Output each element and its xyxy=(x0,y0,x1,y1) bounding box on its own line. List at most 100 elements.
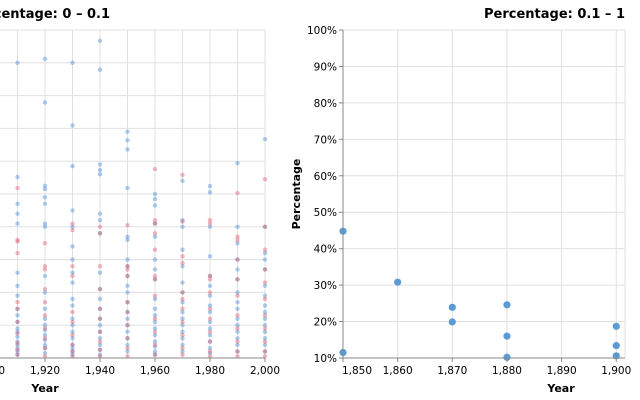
left-point-red xyxy=(152,352,158,357)
left-point-red xyxy=(42,336,48,341)
left-point-red xyxy=(235,293,240,298)
left-point-blue xyxy=(42,332,48,338)
left-point-red xyxy=(97,339,103,344)
left-point-red xyxy=(97,329,103,334)
left-point-red xyxy=(235,354,240,359)
left-point-blue xyxy=(207,190,213,195)
left-point-blue xyxy=(15,313,20,318)
left-point-blue xyxy=(235,306,240,311)
right-x-tick-label: 1,900 xyxy=(601,365,631,377)
left-point-red xyxy=(207,316,213,321)
left-point-blue xyxy=(70,123,75,128)
left-point-blue xyxy=(180,224,185,229)
left-point-blue xyxy=(125,349,130,354)
left-point-blue xyxy=(180,309,185,315)
left-point-red xyxy=(180,306,185,311)
left-point-red xyxy=(152,221,158,226)
left-point-red xyxy=(97,316,103,321)
left-point-blue xyxy=(125,323,130,328)
left-point-blue xyxy=(152,296,158,302)
left-point-blue xyxy=(42,342,48,348)
left-point-blue xyxy=(180,342,185,348)
left-point-blue xyxy=(125,237,130,243)
left-point-red xyxy=(235,190,240,196)
left-point-red xyxy=(15,306,20,311)
left-point-blue xyxy=(125,316,130,321)
right-point xyxy=(503,332,511,340)
right-y-tick-label: 100% xyxy=(307,25,337,37)
left-point-blue xyxy=(180,323,185,328)
left-point-red xyxy=(70,273,75,279)
left-point-red xyxy=(42,241,48,246)
left-point-blue xyxy=(207,303,213,308)
left-point-red xyxy=(262,224,268,229)
left-point-blue xyxy=(152,221,158,226)
left-point-red xyxy=(152,166,158,172)
left-point-blue xyxy=(15,319,20,325)
left-point-blue xyxy=(207,345,213,351)
left-point-red xyxy=(97,231,103,236)
left-point-red xyxy=(15,239,20,244)
left-x-tick-label: 1,960 xyxy=(140,365,170,377)
left-point-blue xyxy=(42,183,48,188)
left-point-blue xyxy=(42,316,48,321)
left-x-tick-label: 1,940 xyxy=(85,365,115,377)
left-point-red xyxy=(262,280,268,285)
left-point-blue xyxy=(97,329,103,334)
left-point-red xyxy=(15,250,20,256)
left-point-blue xyxy=(235,224,240,229)
left-point-red xyxy=(42,326,48,331)
left-point-red xyxy=(15,237,20,243)
right-x-tick-label: 1,890 xyxy=(547,365,577,377)
left-point-blue xyxy=(152,257,158,262)
right-y-tick-label: 40% xyxy=(314,244,337,256)
left-point-blue xyxy=(262,349,268,354)
left-point-blue xyxy=(125,263,130,269)
left-point-red xyxy=(125,273,130,279)
left-point-blue xyxy=(207,283,213,289)
left-point-blue xyxy=(70,329,75,334)
left-point-blue xyxy=(70,60,75,65)
left-point-blue xyxy=(152,319,158,325)
left-point-blue xyxy=(42,337,48,343)
left-point-blue xyxy=(15,211,20,216)
left-point-blue xyxy=(180,329,185,334)
left-point-blue xyxy=(15,339,20,344)
left-point-red xyxy=(15,185,20,191)
left-point-red xyxy=(70,332,75,338)
left-point-red xyxy=(180,219,185,224)
left-point-red xyxy=(97,224,103,229)
left-point-red xyxy=(262,313,268,318)
left-point-blue xyxy=(262,293,268,298)
left-point-blue xyxy=(97,38,103,44)
left-point-blue xyxy=(207,254,213,259)
left-point-red xyxy=(42,354,48,359)
left-point-red xyxy=(235,326,240,331)
left-point-red xyxy=(235,277,240,282)
left-point-red xyxy=(70,221,75,226)
left-point-blue xyxy=(42,100,48,105)
left-point-blue xyxy=(125,234,130,239)
left-point-blue xyxy=(125,283,130,289)
right-y-tick-label: 90% xyxy=(314,61,337,73)
left-point-red xyxy=(152,342,158,348)
left-x-axis-title: Year xyxy=(30,382,59,395)
left-point-red xyxy=(152,316,158,321)
left-point-blue xyxy=(125,300,130,305)
left-point-blue xyxy=(235,349,240,354)
right-point xyxy=(394,278,402,286)
left-point-blue xyxy=(125,290,130,295)
left-point-blue xyxy=(262,316,268,321)
left-point-blue xyxy=(152,196,158,202)
right-x-tick-label: 1,850 xyxy=(342,365,372,377)
left-point-blue xyxy=(70,345,75,351)
left-point-blue xyxy=(70,303,75,308)
left-point-blue xyxy=(42,323,48,328)
left-point-blue xyxy=(97,270,103,275)
left-point-red xyxy=(235,237,240,243)
left-point-blue xyxy=(207,183,213,189)
left-point-red xyxy=(207,329,213,334)
left-point-red xyxy=(235,339,240,344)
left-point-blue xyxy=(125,257,130,262)
left-point-red xyxy=(15,352,20,357)
